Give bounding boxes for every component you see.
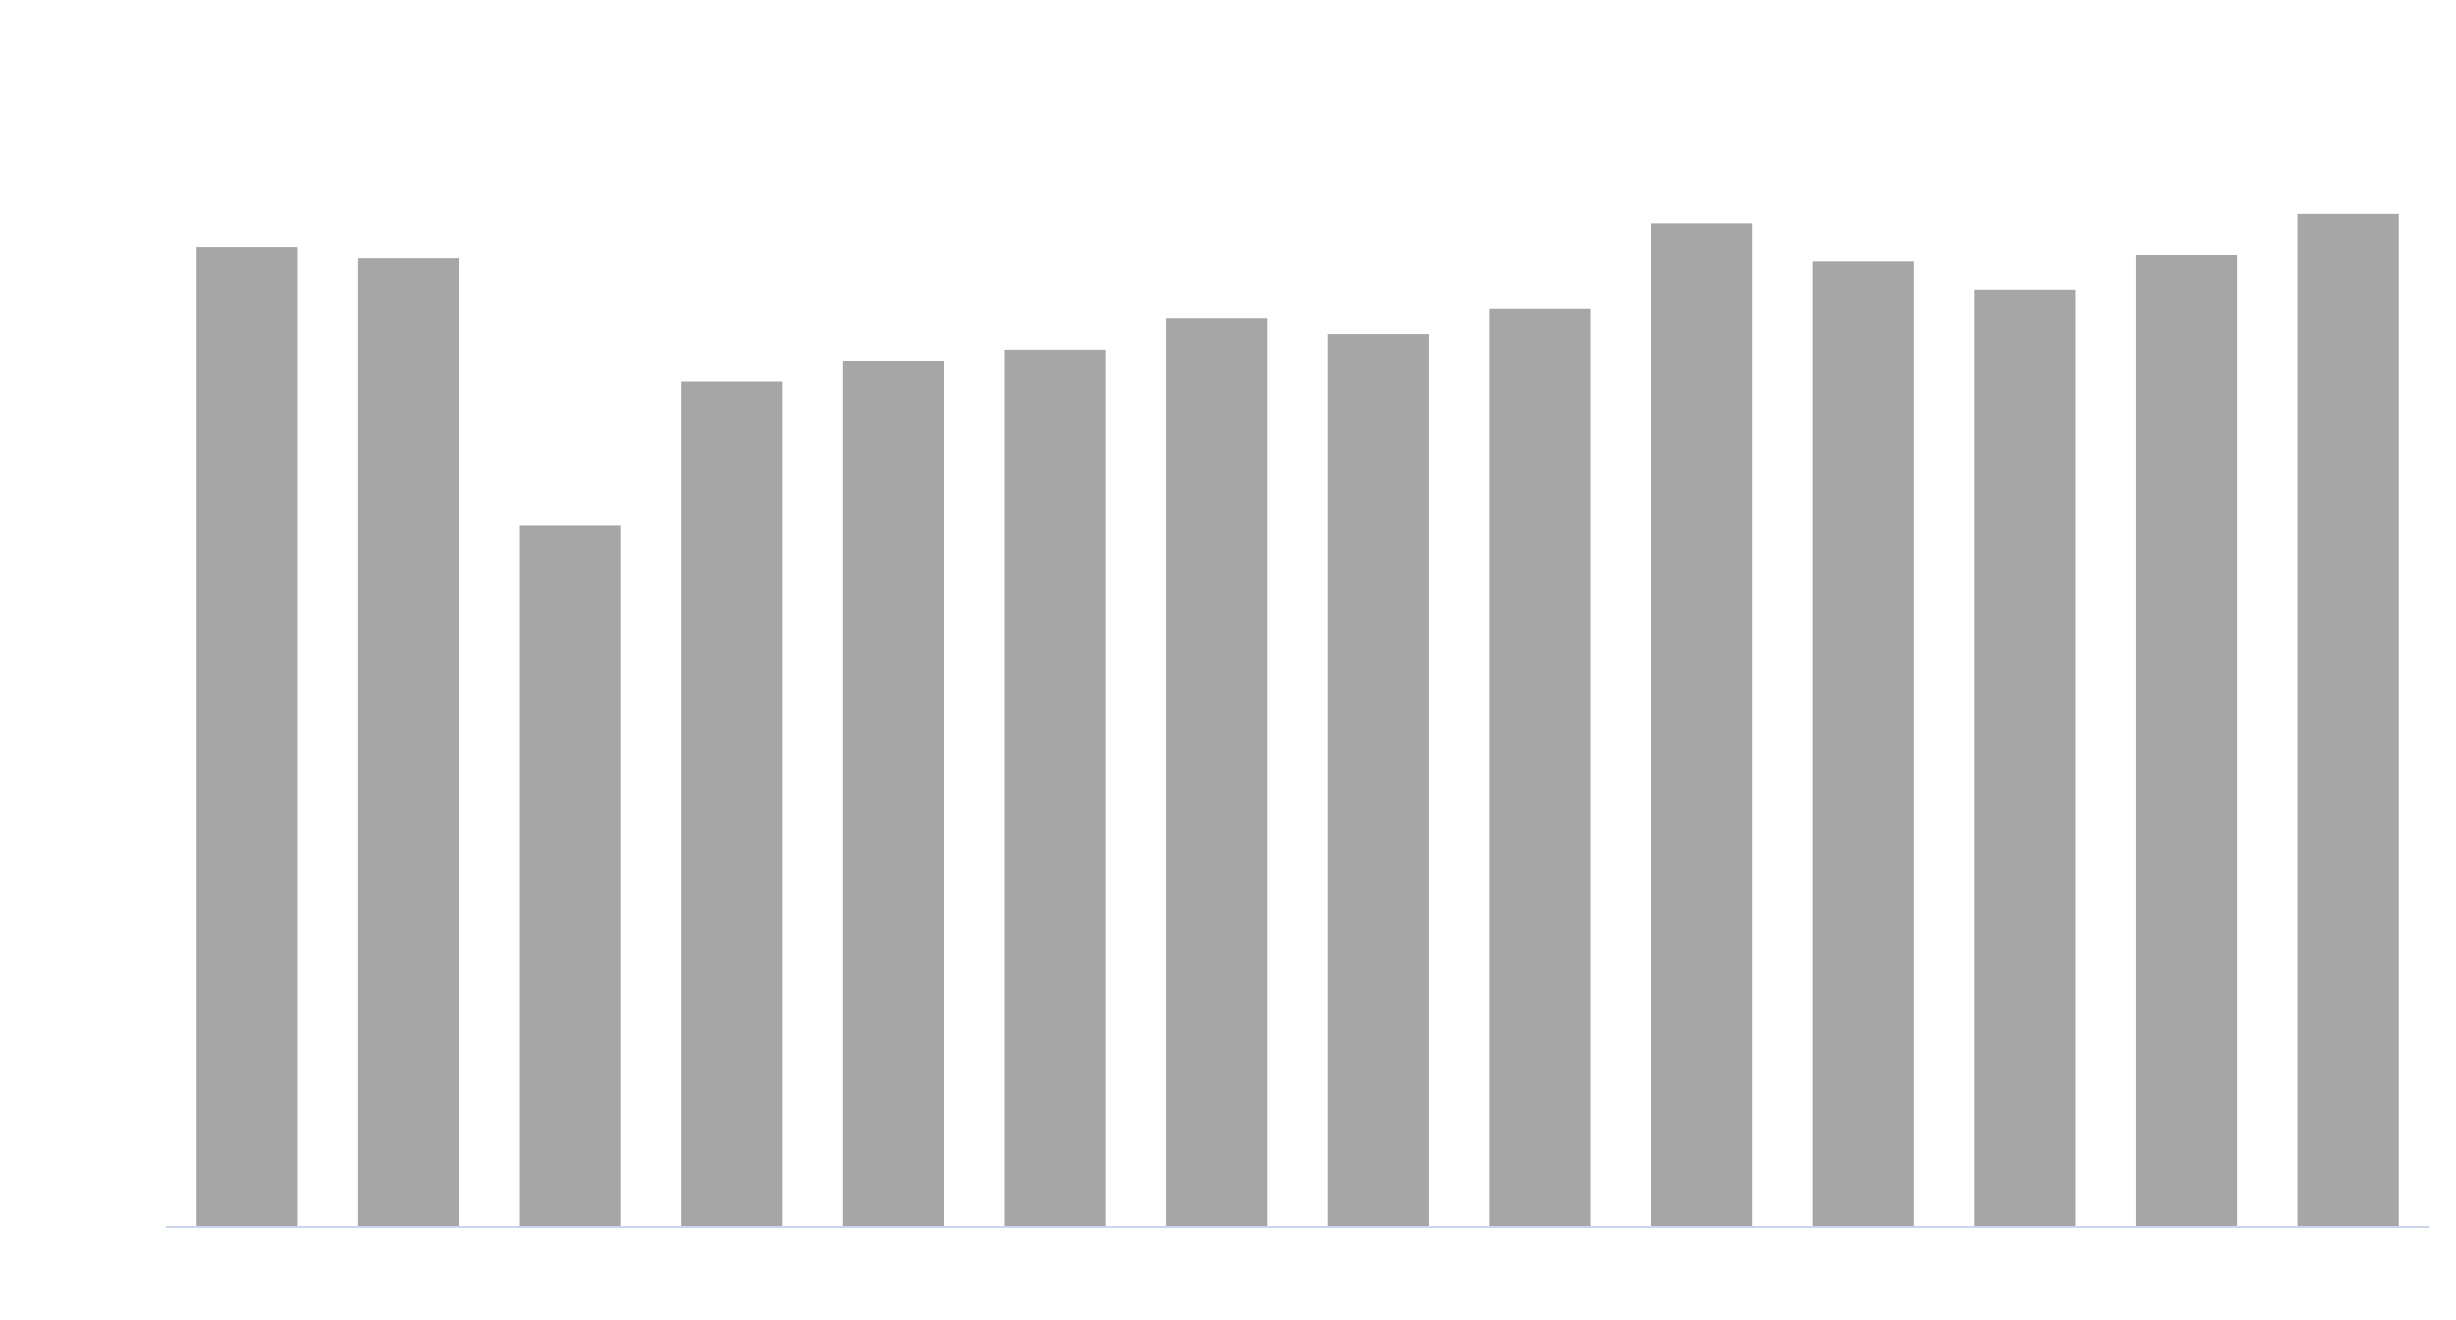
bar — [1327, 334, 1429, 1226]
bar — [1489, 308, 1591, 1226]
bar — [2135, 255, 2238, 1226]
bar — [1974, 289, 2076, 1226]
bar — [2297, 213, 2399, 1226]
bar — [196, 247, 298, 1227]
bar — [681, 381, 783, 1226]
bar — [1166, 318, 1268, 1226]
bar — [1812, 261, 1914, 1226]
bar — [842, 360, 944, 1226]
bar — [519, 525, 621, 1226]
bar — [1004, 349, 1106, 1227]
bar — [357, 258, 460, 1226]
bar — [1651, 223, 1753, 1227]
